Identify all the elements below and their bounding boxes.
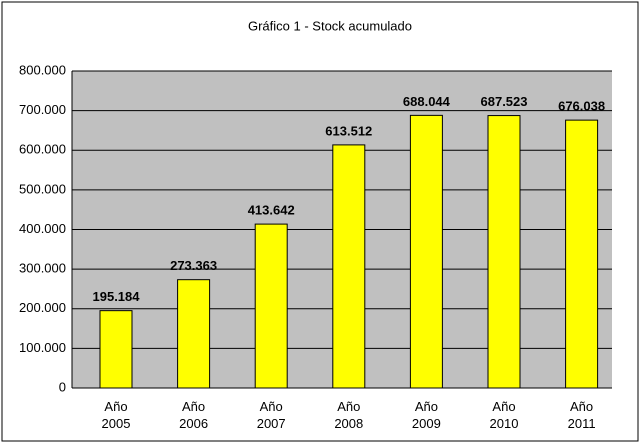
- value-label: 195.184: [93, 289, 141, 304]
- value-label: 688.044: [403, 94, 451, 109]
- x-tick-label: Año 2006: [179, 399, 209, 431]
- bar: [254, 223, 288, 389]
- x-tick-label: Año 2007: [256, 399, 286, 431]
- value-label: 676.038: [558, 99, 605, 114]
- bar: [409, 114, 443, 389]
- x-tick-label: Año 2009: [411, 399, 441, 431]
- x-tick-label: Año 2010: [489, 399, 519, 431]
- y-tick-label: 500.000: [19, 181, 66, 196]
- bar: [99, 310, 133, 389]
- bar: [332, 144, 366, 389]
- y-tick-label: 400.000: [19, 221, 66, 236]
- y-tick-label: 800.000: [19, 62, 66, 77]
- y-tick-label: 700.000: [19, 102, 66, 117]
- value-label: 613.512: [325, 123, 372, 138]
- y-tick-label: 200.000: [19, 300, 66, 315]
- y-tick-label: 100.000: [19, 340, 66, 355]
- y-tick-label: 600.000: [19, 142, 66, 157]
- bar: [487, 115, 521, 389]
- value-label: 413.642: [248, 203, 295, 218]
- bar: [565, 119, 599, 389]
- y-tick-label: 300.000: [19, 261, 66, 276]
- x-tick-label: Año 2008: [334, 399, 364, 431]
- chart-title: Gráfico 1 - Stock acumulado: [248, 18, 412, 33]
- x-tick-label: Año 2005: [101, 399, 131, 431]
- value-label: 687.523: [481, 94, 528, 109]
- value-label: 273.363: [170, 258, 217, 273]
- bar: [177, 279, 211, 389]
- y-tick-label: 0: [59, 379, 66, 394]
- x-tick-label: Año 2011: [567, 399, 596, 431]
